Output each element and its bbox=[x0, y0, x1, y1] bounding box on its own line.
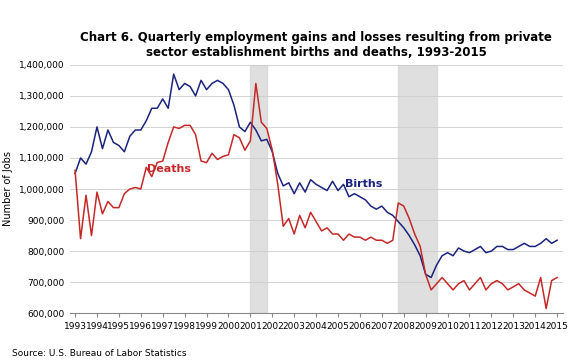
Y-axis label: Number of Jobs: Number of Jobs bbox=[3, 152, 13, 226]
Text: Source: U.S. Bureau of Labor Statistics: Source: U.S. Bureau of Labor Statistics bbox=[12, 350, 186, 359]
Bar bbox=[251, 65, 267, 313]
Title: Chart 6. Quarterly employment gains and losses resulting from private
sector est: Chart 6. Quarterly employment gains and … bbox=[80, 31, 552, 59]
Text: Births: Births bbox=[345, 179, 382, 189]
Text: Deaths: Deaths bbox=[147, 164, 191, 174]
Bar bbox=[398, 65, 437, 313]
